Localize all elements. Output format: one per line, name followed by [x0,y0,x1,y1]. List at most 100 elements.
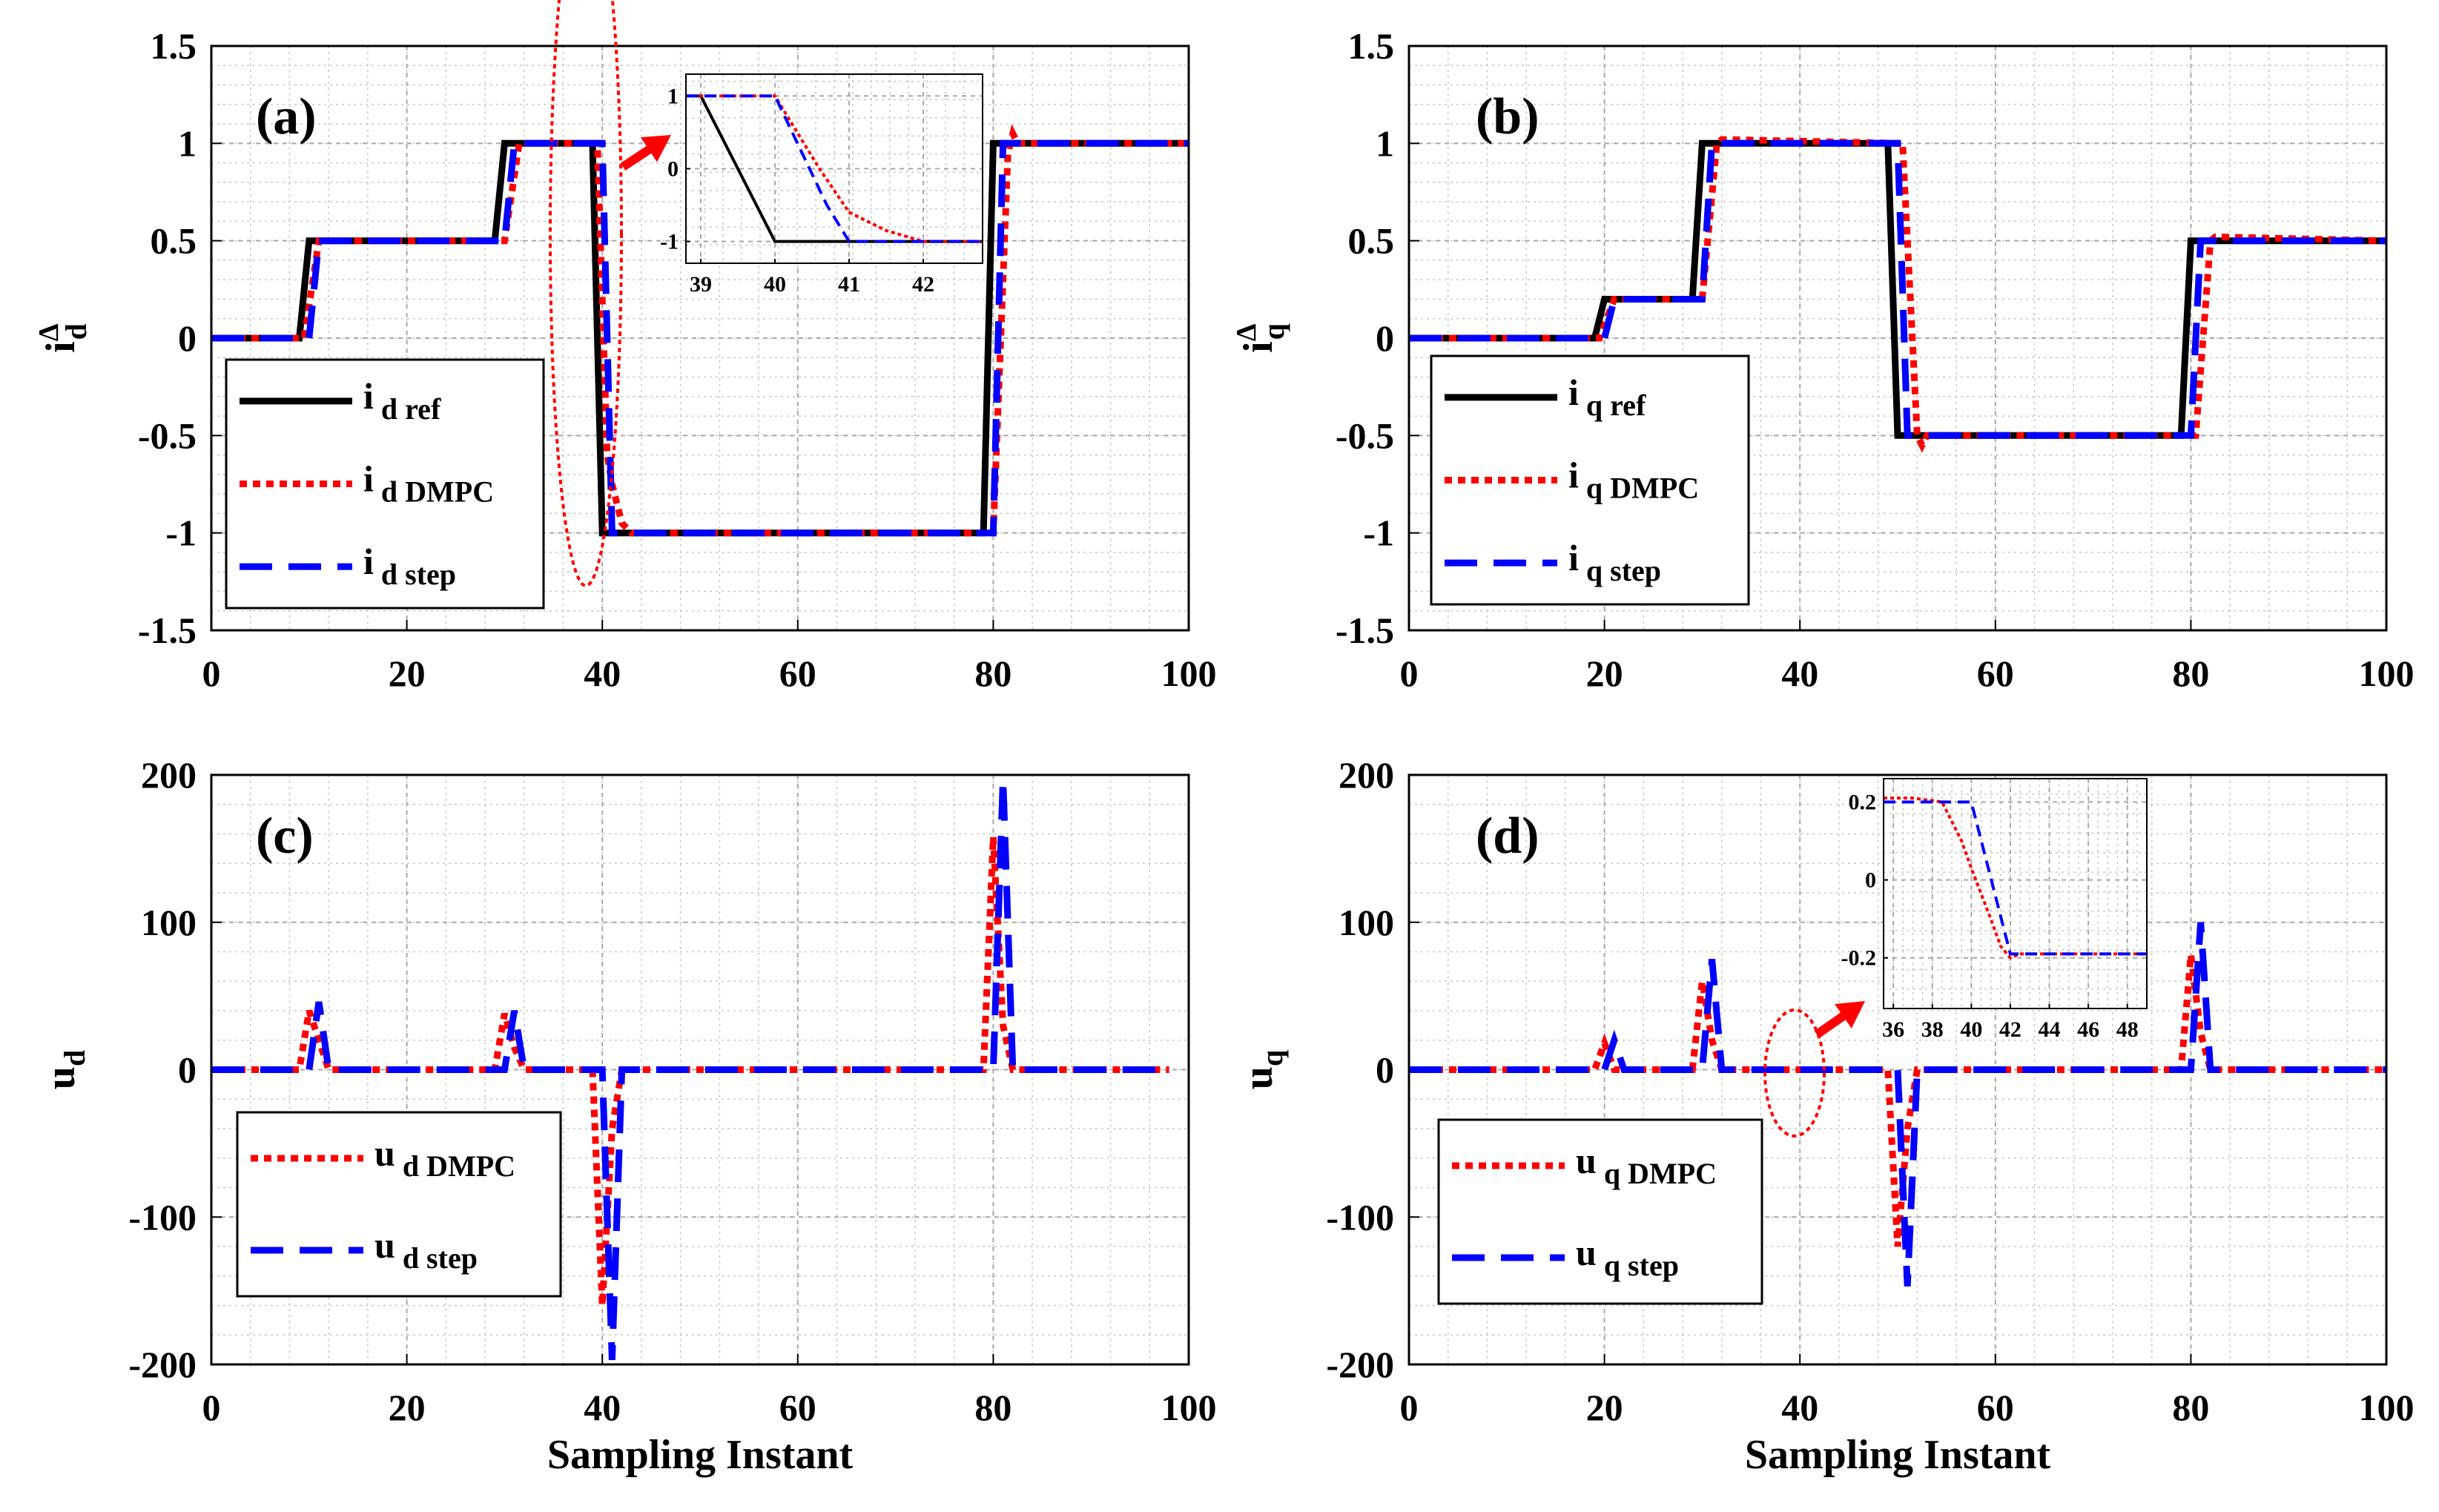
y-tick-label: -1 [165,512,197,554]
y-tick-label: 1.5 [151,25,197,67]
y-axis-label-main: u [1235,1066,1281,1089]
legend-label: u d DMPC [374,1132,515,1183]
x-axis-label: Sampling Instant [1745,1432,2051,1478]
y-tick-label: 100 [1339,902,1394,943]
x-tick-label: 40 [1781,653,1818,694]
zoom-region-ellipse [1763,1008,1826,1138]
y-axis-label: iΔd [33,323,93,353]
y-tick-label: -200 [128,1344,197,1385]
zoom-arrow-head [640,135,671,162]
legend-label-sub: q step [1597,1249,1679,1282]
y-axis-label-text: iΔq [1231,323,1290,353]
axes-frame [685,73,983,264]
y-tick-label: 1.5 [1348,25,1395,67]
legend-label-main: u [1576,1140,1597,1181]
legend-label-sub: d ref [374,392,441,426]
legend-label-main: u [374,1132,395,1174]
legend-label: u d step [374,1224,478,1275]
zoom-region-ellipse [549,0,623,587]
legend-label-main: i [363,375,374,417]
series-line-dmpc [1884,796,2147,960]
axes-frame [1407,773,2388,1366]
legend-box [236,1111,562,1298]
y-axis-label: ud [38,1050,91,1089]
x-tick-label: 60 [1977,653,2014,694]
x-tick-label: 100 [1161,1387,1217,1428]
y-axis-label: uq [1235,1050,1289,1089]
y-axis-label-main: i [38,341,84,353]
y-tick-label: -100 [128,1196,197,1238]
x-tick-label: 48 [2116,1017,2139,1042]
x-tick-label: 42 [912,272,934,297]
axes-frame [1407,44,2388,632]
x-tick-label: 80 [974,1387,1011,1428]
y-axis-label-sup: Δ [33,323,65,341]
x-tick-label: 20 [1586,1387,1623,1428]
y-tick-label: 200 [141,754,197,796]
x-tick-label: 40 [584,653,621,694]
x-tick-label: 41 [838,272,860,297]
y-tick-label: -0.5 [138,415,197,456]
legend-label: i d DMPC [363,458,494,509]
legend-label-main: i [1568,455,1579,496]
legend-label: i q step [1568,537,1661,587]
legend-label: i q ref [1568,372,1646,422]
axes-frame [1883,778,2148,1009]
x-tick-label: 0 [202,653,221,694]
x-tick-label: 80 [2172,653,2209,694]
x-tick-label: 36 [1882,1017,1904,1042]
y-axis-label-sub: d [58,1050,91,1066]
y-axis-label: iΔq [1231,323,1290,353]
x-tick-label: 44 [2039,1017,2061,1042]
y-tick-label: -1 [1363,512,1394,554]
y-axis-label-main: i [1235,341,1281,353]
y-tick-label: 0 [178,1049,197,1091]
legend-label-main: i [363,458,374,500]
legend-label-sub: q DMPC [1597,1157,1717,1190]
y-tick-label: 1 [1376,122,1394,164]
y-tick-label: -200 [1326,1344,1394,1385]
panel-label: (c) [256,808,314,865]
x-tick-label: 46 [2077,1017,2099,1042]
zoom-arrow-head [1835,1001,1865,1029]
axes-frame [210,773,1190,1366]
x-tick-label: 80 [2172,1387,2209,1428]
legend-label-main: i [1568,537,1579,578]
y-axis-label-main: u [38,1066,84,1089]
x-tick-label: 39 [690,272,712,297]
series-line-step [211,779,1169,1361]
series-line-step [211,139,1189,537]
panel-label: (b) [1476,88,1539,145]
y-axis-label-text: uq [1235,1050,1289,1089]
y-tick-label: 0 [1865,868,1876,893]
legend-label: u q step [1576,1232,1679,1282]
y-tick-label: 0 [178,317,197,359]
legend-label: i d step [363,541,456,591]
y-tick-label: 0 [1376,1049,1394,1091]
x-tick-label: 60 [779,1387,816,1428]
y-tick-label: -0.2 [1841,946,1877,971]
panel-label: (d) [1476,808,1539,865]
y-tick-label: -1 [660,230,679,254]
legend-label-main: u [1576,1232,1597,1273]
x-tick-label: 20 [1586,653,1623,694]
legend-label-main: u [374,1224,395,1266]
series-line-dmpc [686,94,983,243]
y-axis-label-text: iΔd [33,323,93,353]
legend-label: i q DMPC [1568,455,1699,505]
legend: i d ref i d DMPC i d step [225,358,545,610]
y-tick-label: 0.5 [151,220,197,262]
legend-label: i d ref [363,375,441,426]
x-tick-label: 40 [764,272,786,297]
y-axis-label-sub: q [1257,323,1290,340]
y-axis-label-sub: q [1255,1050,1289,1066]
x-tick-label: 100 [1161,653,1217,694]
plot-area [1884,779,2147,1008]
legend-label: u q DMPC [1576,1140,1717,1190]
x-tick-label: 100 [2359,1387,2415,1428]
legend: u d DMPC u d step [236,1111,562,1298]
y-tick-label: 0 [667,157,679,182]
